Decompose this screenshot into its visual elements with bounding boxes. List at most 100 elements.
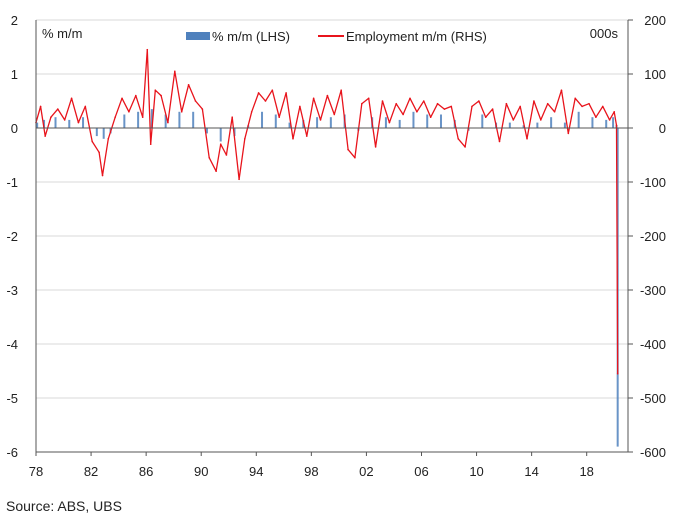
line-point: [194, 100, 197, 102]
line-point: [187, 84, 190, 86]
bar: [137, 111, 140, 128]
bar: [178, 111, 181, 128]
line-point: [128, 111, 130, 113]
right-tick-label: -200: [640, 229, 666, 244]
line-point: [91, 140, 94, 143]
right-tick-label: -300: [640, 283, 666, 298]
x-tick-label: 90: [194, 464, 208, 479]
line-point: [613, 111, 616, 113]
line-point: [84, 105, 87, 108]
legend-bar-swatch: [186, 32, 210, 40]
x-tick-label: 82: [84, 464, 98, 479]
bar: [550, 117, 553, 128]
bar: [150, 109, 153, 128]
line-point: [264, 100, 267, 102]
line-point: [292, 138, 294, 140]
line-point: [180, 111, 183, 113]
line-point: [478, 100, 480, 102]
line-point: [546, 102, 549, 105]
line-point: [374, 146, 377, 148]
right-tick-label: 200: [644, 13, 666, 28]
line-point: [39, 105, 42, 108]
axes: [35, 19, 633, 456]
x-axis-ticks: 78 82 86 90 94 98 02 06 10 14 18: [29, 464, 594, 479]
line-point: [519, 105, 521, 108]
line-point: [381, 100, 384, 102]
line-point: [271, 89, 274, 91]
right-tick-label: -100: [640, 175, 666, 190]
line-point: [429, 116, 432, 118]
bar: [612, 117, 615, 128]
line-point: [208, 156, 211, 159]
right-axis-ticks: 200 100 0 -100 -200 -300 -400 -500 -600: [640, 13, 666, 460]
line-point: [560, 89, 563, 91]
legend-label-line: Employment m/m (RHS): [346, 29, 487, 44]
line-point: [443, 108, 446, 110]
bar: [329, 117, 332, 128]
bar: [591, 117, 594, 128]
x-tick-label: 78: [29, 464, 43, 479]
line-point: [567, 132, 570, 135]
line-point: [135, 94, 137, 97]
line-point: [149, 143, 152, 145]
employment-line: [35, 49, 619, 374]
bar: [164, 114, 167, 128]
right-tick-label: 0: [659, 121, 666, 136]
line-point: [167, 121, 169, 124]
bar: [288, 122, 291, 128]
line-point: [107, 138, 110, 140]
bar: [398, 119, 401, 128]
line-point: [257, 92, 260, 94]
left-axis-unit: % m/m: [42, 26, 82, 41]
line-point: [608, 119, 611, 121]
line-point: [422, 100, 425, 102]
line-point: [540, 119, 542, 121]
line-point: [299, 105, 301, 108]
line-point: [416, 111, 418, 113]
line-point: [114, 116, 116, 118]
left-tick-label: 1: [11, 67, 18, 82]
line-point: [533, 100, 535, 102]
line-point: [464, 146, 466, 148]
line-point: [77, 121, 80, 124]
bar: [536, 122, 539, 128]
legend: % m/m (LHS) Employment m/m (RHS): [186, 29, 487, 44]
line-point: [70, 97, 73, 100]
line-point: [595, 116, 597, 118]
bar: [43, 119, 46, 128]
left-tick-label: 2: [11, 13, 18, 28]
line-point: [56, 108, 59, 110]
line-point: [361, 102, 363, 105]
line-point: [340, 89, 342, 91]
left-tick-label: -5: [6, 391, 18, 406]
line-point: [574, 97, 577, 100]
bar: [261, 111, 264, 128]
line-point: [505, 102, 508, 105]
line-point: [141, 116, 144, 118]
line-point: [395, 102, 398, 105]
line-point: [484, 116, 487, 118]
line-point: [409, 97, 411, 100]
line-point: [154, 89, 157, 91]
line-point: [215, 170, 217, 172]
x-tick-label: 14: [524, 464, 538, 479]
line-point: [225, 154, 228, 156]
bar: [384, 117, 387, 128]
right-axis-unit: 000s: [590, 26, 619, 41]
bar: [54, 117, 57, 128]
line-point: [305, 135, 308, 137]
left-axis-ticks: 2 1 0 -1 -2 -3 -4 -5 -6: [6, 13, 18, 460]
line-point: [244, 138, 246, 140]
left-tick-label: -6: [6, 445, 18, 460]
bar: [577, 111, 580, 128]
line-point: [146, 48, 149, 51]
line-point: [347, 148, 349, 151]
bar: [102, 128, 105, 139]
line-point: [354, 156, 356, 159]
line-point: [402, 113, 404, 116]
line-point: [312, 97, 315, 100]
bar: [481, 114, 484, 128]
left-tick-label: -2: [6, 229, 18, 244]
line-point: [63, 119, 66, 121]
source-note: Source: ABS, UBS: [6, 498, 122, 514]
